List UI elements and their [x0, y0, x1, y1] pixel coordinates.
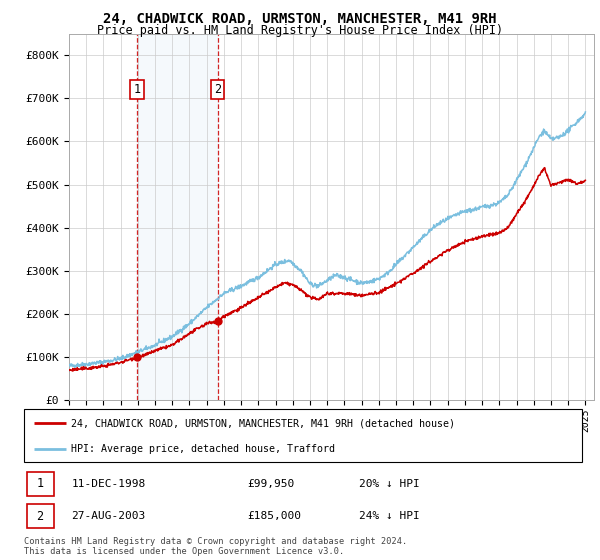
Text: 24, CHADWICK ROAD, URMSTON, MANCHESTER, M41 9RH: 24, CHADWICK ROAD, URMSTON, MANCHESTER, … — [103, 12, 497, 26]
Text: £185,000: £185,000 — [247, 511, 301, 521]
Text: Price paid vs. HM Land Registry's House Price Index (HPI): Price paid vs. HM Land Registry's House … — [97, 24, 503, 36]
Bar — [137, 34, 218, 400]
Text: 20% ↓ HPI: 20% ↓ HPI — [359, 479, 419, 489]
Text: 1: 1 — [37, 478, 44, 491]
Bar — [27, 504, 53, 529]
Bar — [27, 472, 53, 496]
Text: HPI: Average price, detached house, Trafford: HPI: Average price, detached house, Traf… — [71, 444, 335, 454]
Text: 2: 2 — [37, 510, 44, 522]
Text: 1: 1 — [133, 83, 140, 96]
Text: 24% ↓ HPI: 24% ↓ HPI — [359, 511, 419, 521]
Text: Contains HM Land Registry data © Crown copyright and database right 2024.
This d: Contains HM Land Registry data © Crown c… — [24, 536, 407, 556]
Text: 27-AUG-2003: 27-AUG-2003 — [71, 511, 146, 521]
Text: 11-DEC-1998: 11-DEC-1998 — [71, 479, 146, 489]
Text: 24, CHADWICK ROAD, URMSTON, MANCHESTER, M41 9RH (detached house): 24, CHADWICK ROAD, URMSTON, MANCHESTER, … — [71, 419, 455, 429]
Text: 2: 2 — [214, 83, 221, 96]
Text: £99,950: £99,950 — [247, 479, 295, 489]
